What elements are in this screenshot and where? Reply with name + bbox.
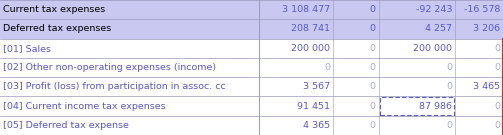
Bar <box>0 77 503 96</box>
Text: -16 578: -16 578 <box>464 5 500 14</box>
Text: -92 243: -92 243 <box>415 5 452 14</box>
Bar <box>380 97 454 115</box>
Text: 200 000: 200 000 <box>413 44 452 53</box>
Text: 4 257: 4 257 <box>425 24 452 33</box>
Bar <box>0 39 503 58</box>
Text: 3 206: 3 206 <box>473 24 500 33</box>
Text: 0: 0 <box>494 63 500 72</box>
Bar <box>0 0 503 19</box>
Text: 200 000: 200 000 <box>291 44 330 53</box>
Text: 91 451: 91 451 <box>297 102 330 111</box>
Text: 0: 0 <box>446 121 452 130</box>
Text: 3 108 477: 3 108 477 <box>282 5 330 14</box>
Bar <box>0 58 503 77</box>
Text: 87 986: 87 986 <box>419 102 452 111</box>
Text: 0: 0 <box>370 102 376 111</box>
Text: 3 465: 3 465 <box>473 82 500 91</box>
Text: 0: 0 <box>370 44 376 53</box>
Text: 3 567: 3 567 <box>303 82 330 91</box>
Text: Current tax expenses: Current tax expenses <box>3 5 105 14</box>
Text: 208 741: 208 741 <box>291 24 330 33</box>
Text: 0: 0 <box>324 63 330 72</box>
Text: 0: 0 <box>370 24 376 33</box>
Text: 0: 0 <box>494 102 500 111</box>
Text: [01] Sales: [01] Sales <box>3 44 51 53</box>
Text: 0: 0 <box>494 121 500 130</box>
Bar <box>0 19 503 39</box>
Text: 0: 0 <box>370 121 376 130</box>
Text: [02] Other non-operating expenses (income): [02] Other non-operating expenses (incom… <box>3 63 216 72</box>
Text: [04] Current income tax expenses: [04] Current income tax expenses <box>3 102 165 111</box>
Text: [05] Deferred tax expense: [05] Deferred tax expense <box>3 121 129 130</box>
Text: Deferred tax expenses: Deferred tax expenses <box>3 24 111 33</box>
Text: [03] Profit (loss) from participation in assoc. cc: [03] Profit (loss) from participation in… <box>3 82 226 91</box>
Text: 0: 0 <box>446 63 452 72</box>
Text: 0: 0 <box>370 5 376 14</box>
Bar <box>0 116 503 135</box>
Text: 4 365: 4 365 <box>303 121 330 130</box>
Text: 0: 0 <box>370 82 376 91</box>
Text: 0: 0 <box>446 82 452 91</box>
Text: 0: 0 <box>370 63 376 72</box>
Text: 0: 0 <box>494 44 500 53</box>
Bar <box>0 96 503 116</box>
